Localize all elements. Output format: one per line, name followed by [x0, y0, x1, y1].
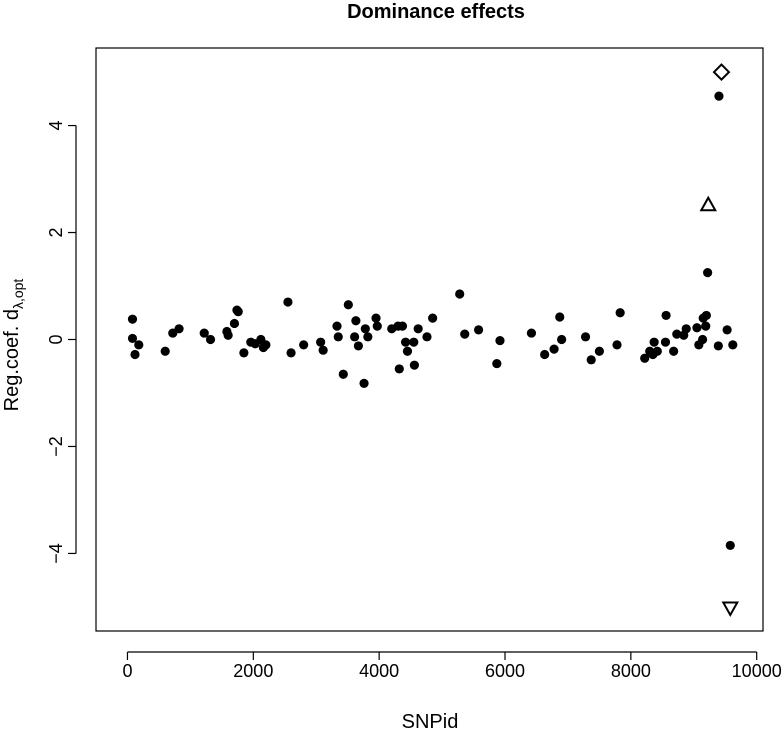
data-point [409, 360, 419, 370]
data-point [359, 378, 369, 388]
data-point [526, 328, 537, 338]
data-point [363, 332, 373, 342]
data-point [672, 329, 682, 339]
data-point [495, 335, 505, 346]
data-point [351, 316, 361, 326]
data-point [640, 353, 650, 363]
y-tick-label: 0 [46, 334, 66, 344]
data-point [428, 313, 438, 323]
data-point [728, 340, 738, 350]
y-tick-label: −4 [46, 543, 66, 564]
x-tick-label: 2000 [233, 661, 273, 681]
data-point [130, 349, 140, 360]
data-point [661, 310, 671, 321]
data-point [233, 307, 243, 317]
data-point [549, 344, 559, 354]
data-point [697, 334, 708, 345]
data-point [540, 349, 550, 360]
data-point [714, 91, 724, 101]
data-point [134, 340, 144, 350]
data-point [160, 346, 170, 356]
data-points [127, 63, 739, 618]
data-point [199, 328, 209, 338]
data-point [701, 310, 711, 321]
data-point [318, 345, 328, 355]
data-point [612, 340, 622, 350]
data-point [669, 346, 679, 356]
data-point [174, 324, 184, 334]
data-point [316, 337, 326, 347]
data-point [586, 355, 596, 365]
data-point [681, 324, 691, 334]
y-axis-label: Reg.coef. dλ,opt [1, 279, 26, 412]
data-point [492, 358, 502, 369]
y-axis-label-subscript: λ,opt [10, 279, 26, 309]
data-point [413, 324, 423, 334]
x-tick-label: 8000 [611, 661, 651, 681]
data-point [360, 324, 370, 334]
data-point [722, 325, 732, 335]
data-point [557, 334, 567, 345]
data-point [332, 321, 342, 331]
data-point [299, 340, 309, 350]
data-point [397, 321, 408, 331]
plot-frame [95, 47, 764, 632]
data-point [343, 300, 353, 310]
data-point [229, 318, 240, 329]
data-point [400, 337, 411, 347]
x-tick-label: 6000 [485, 661, 525, 681]
data-point [205, 334, 216, 345]
data-point [473, 325, 484, 335]
data-point [455, 289, 465, 299]
data-point [283, 297, 293, 307]
data-point [223, 330, 233, 340]
data-point [286, 348, 296, 358]
data-point [725, 540, 735, 551]
data-point [394, 364, 404, 374]
data-point [261, 340, 271, 350]
y-axis: −4 −2 0 2 4 [46, 121, 77, 564]
data-point [422, 332, 432, 342]
data-point [580, 332, 591, 342]
data-point [372, 321, 382, 331]
data-point [660, 337, 671, 347]
data-point [127, 314, 138, 324]
data-point [402, 346, 413, 356]
data-point [338, 369, 348, 379]
chart-title: Dominance effects [347, 1, 525, 23]
data-point [703, 268, 713, 278]
x-axis-label: SNPid [402, 711, 459, 733]
data-point [350, 332, 360, 342]
data-point [409, 337, 419, 347]
data-point [701, 321, 711, 331]
x-tick-label: 0 [122, 661, 132, 681]
data-point-triangle-up [699, 195, 717, 212]
data-point [713, 341, 723, 351]
data-point [239, 348, 249, 358]
x-tick-label: 4000 [359, 661, 399, 681]
data-point [127, 333, 138, 344]
x-axis: 0 2000 4000 6000 8000 10000 [122, 651, 782, 681]
y-tick-label: 4 [46, 121, 66, 131]
data-point [594, 346, 604, 356]
data-point [353, 341, 363, 351]
y-tick-label: −2 [46, 436, 66, 457]
y-tick-label: 2 [46, 228, 66, 238]
data-point [649, 337, 659, 347]
y-axis-label-main: Reg.coef. d [1, 309, 23, 411]
data-point [692, 323, 702, 333]
data-point [333, 332, 343, 342]
data-point [615, 308, 625, 318]
data-point [460, 329, 470, 339]
data-point [555, 312, 565, 322]
x-tick-label: 10000 [732, 661, 782, 681]
data-point-triangle-down [721, 601, 739, 618]
data-point-diamond [712, 63, 731, 81]
data-point [371, 313, 381, 323]
data-point [652, 346, 662, 356]
